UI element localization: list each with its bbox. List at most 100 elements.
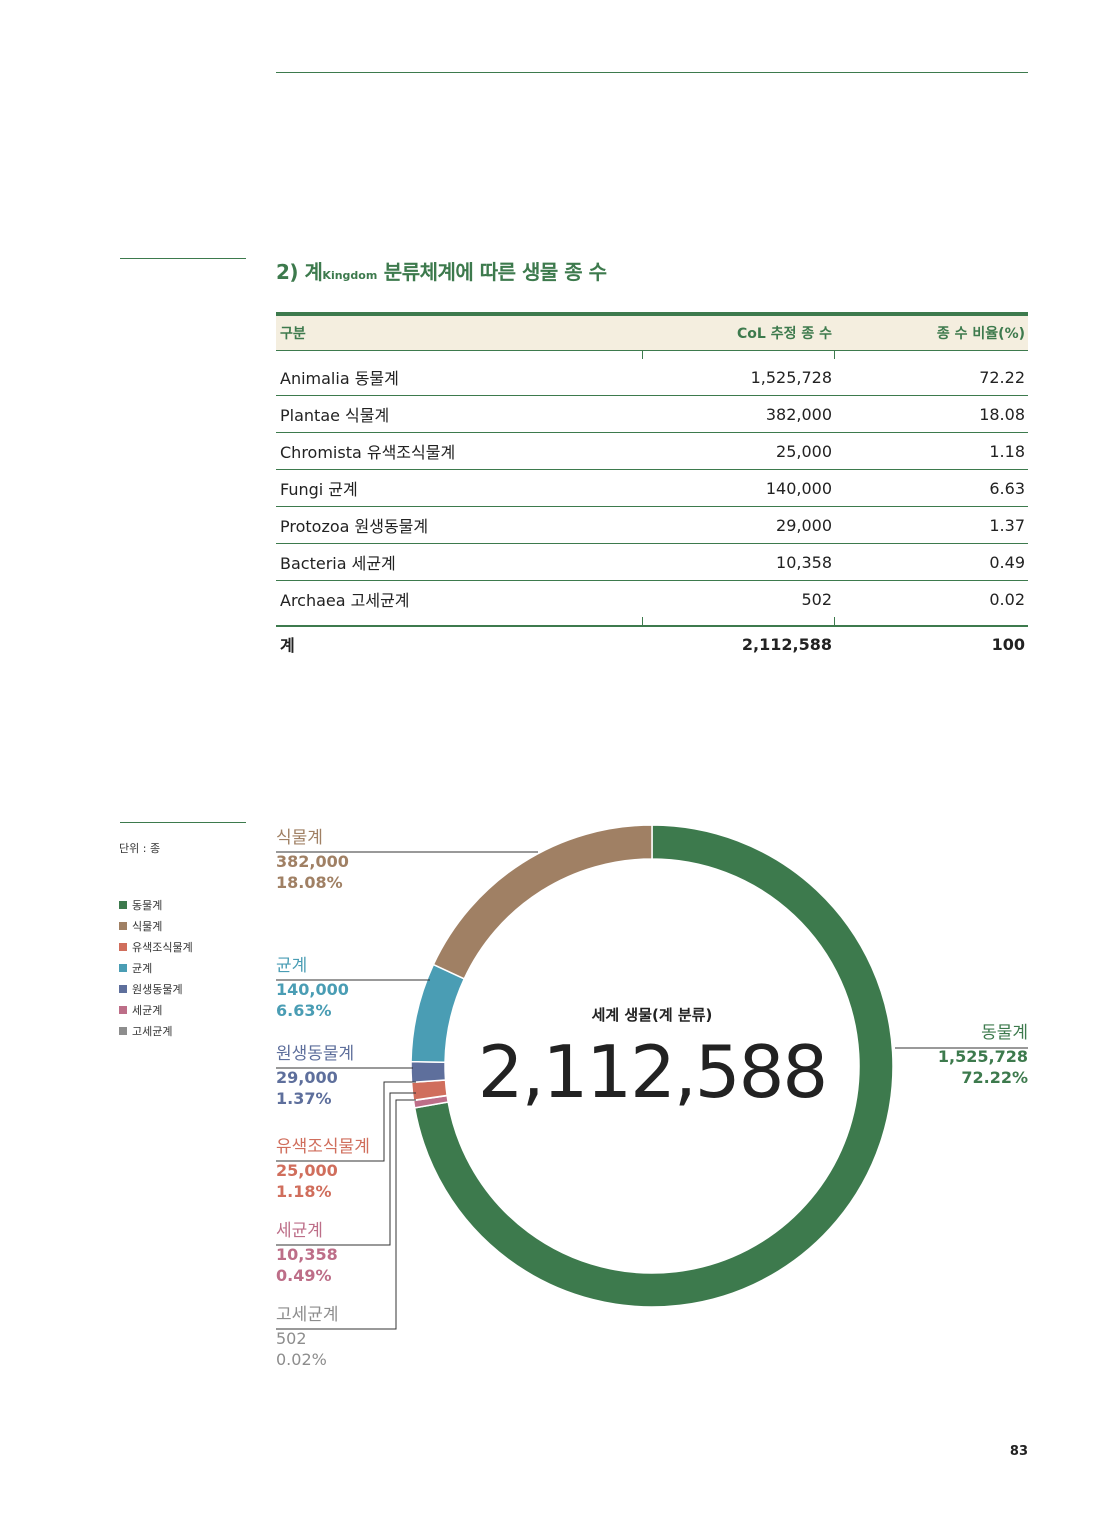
section-title-suffix: 분류체계에 따른 생물 종 수 xyxy=(377,260,607,284)
legend-label: 유색조식물계 xyxy=(132,940,193,954)
slice-label-name: 원생동물계 xyxy=(276,1044,355,1064)
header-ratio: 종 수 비율(%) xyxy=(936,326,1025,342)
table-row: Fungi 균계 140,000 6.63 xyxy=(276,470,1028,507)
legend-swatch xyxy=(119,1026,127,1035)
header-count: CoL 추정 종 수 xyxy=(737,326,832,342)
legend-label: 세균계 xyxy=(132,1003,163,1017)
donut-slice xyxy=(413,824,894,1308)
slice-label: 원생동물계 29,000 1.37% xyxy=(276,1041,354,1109)
row-ratio: 6.63 xyxy=(989,478,1025,498)
section-title-prefix: 2) 계 xyxy=(276,260,323,284)
legend-swatch xyxy=(119,963,127,972)
legend-label: 원생동물계 xyxy=(132,982,183,996)
slice-label: 고세균계 502 0.02% xyxy=(276,1302,339,1370)
slice-label-value: 25,000 xyxy=(276,1161,338,1180)
slice-label-percent: 72.22% xyxy=(961,1068,1028,1087)
leader-line xyxy=(276,1099,416,1330)
slice-label-name: 세균계 xyxy=(276,1221,323,1241)
column-tick xyxy=(834,617,835,625)
slice-label-name: 식물계 xyxy=(276,828,323,848)
row-count: 140,000 xyxy=(765,478,832,498)
slice-label-percent: 0.02% xyxy=(276,1350,327,1369)
legend-swatch xyxy=(119,942,127,951)
slice-label-percent: 0.49% xyxy=(276,1266,332,1285)
row-count: 1,525,728 xyxy=(750,367,832,387)
row-name: Chromista 유색조식물계 xyxy=(280,443,456,462)
page-number: 83 xyxy=(1009,1444,1028,1459)
slice-label-name: 유색조식물계 xyxy=(276,1137,370,1157)
legend-swatch xyxy=(119,921,127,930)
slice-label: 유색조식물계 25,000 1.18% xyxy=(276,1134,370,1202)
row-name: Archaea 고세균계 xyxy=(280,591,410,610)
slice-label-value: 1,525,728 xyxy=(937,1047,1028,1066)
section-title-sub: Kingdom xyxy=(322,269,378,282)
slice-label-percent: 1.18% xyxy=(276,1182,332,1201)
row-name: Bacteria 세균계 xyxy=(280,554,396,573)
row-count: 382,000 xyxy=(765,404,832,424)
column-tick xyxy=(642,617,643,625)
row-count: 10,358 xyxy=(776,552,832,572)
donut-slice xyxy=(410,1060,447,1084)
row-ratio: 0.49 xyxy=(989,552,1025,572)
slice-label-value: 502 xyxy=(276,1329,307,1348)
legend-item: 고세균계 xyxy=(119,1020,193,1041)
legend-item: 세균계 xyxy=(119,999,193,1020)
legend-swatch xyxy=(119,984,127,993)
slice-label: 세균계 10,358 0.49% xyxy=(276,1218,338,1286)
row-count: 29,000 xyxy=(776,515,832,535)
legend-item: 균계 xyxy=(119,957,193,978)
unit-label: 단위 : 종 xyxy=(119,842,161,855)
row-name: Animalia 동물계 xyxy=(280,369,399,388)
slice-label-value: 29,000 xyxy=(276,1068,338,1087)
slice-label-percent: 6.63% xyxy=(276,1001,332,1020)
row-ratio: 0.02 xyxy=(989,589,1025,609)
species-table: 구분 CoL 추정 종 수 종 수 비율(%) Animalia 동물계 1,52… xyxy=(276,312,1028,661)
total-label: 계 xyxy=(280,636,295,655)
total-ratio: 100 xyxy=(991,634,1025,654)
table-row: Plantae 식물계 382,000 18.08 xyxy=(276,396,1028,433)
slice-label: 균계 140,000 6.63% xyxy=(276,953,349,1021)
table-total-row: 계 2,112,588 100 xyxy=(276,625,1028,661)
slice-label-value: 140,000 xyxy=(276,980,349,999)
row-ratio: 72.22 xyxy=(979,367,1025,387)
legend-item: 유색조식물계 xyxy=(119,936,193,957)
slice-label-name: 동물계 xyxy=(981,1023,1028,1043)
row-name: Plantae 식물계 xyxy=(280,406,390,425)
chart-side-rule xyxy=(120,822,246,823)
slice-label-percent: 1.37% xyxy=(276,1089,332,1108)
legend-swatch xyxy=(119,900,127,909)
section-title: 2) 계Kingdom 분류체계에 따른 생물 종 수 xyxy=(276,256,607,285)
slice-label-percent: 18.08% xyxy=(276,873,343,892)
row-count: 502 xyxy=(801,589,832,609)
table-spacer xyxy=(276,617,1028,625)
row-name: Fungi 균계 xyxy=(280,480,358,499)
legend-label: 고세균계 xyxy=(132,1024,173,1038)
chart-center-caption: 세계 생물(계 분류) xyxy=(591,1006,713,1024)
legend-swatch xyxy=(119,1005,127,1014)
section-side-rule xyxy=(120,258,246,259)
table-top-bar xyxy=(276,312,1028,316)
row-name: Protozoa 원생동물계 xyxy=(280,517,429,536)
column-tick xyxy=(642,351,643,359)
slice-label: 동물계 1,525,728 72.22% xyxy=(938,1020,1028,1088)
legend-item: 동물계 xyxy=(119,894,193,915)
slice-label-name: 고세균계 xyxy=(276,1305,339,1325)
row-ratio: 1.37 xyxy=(989,515,1025,535)
header-category: 구분 xyxy=(280,326,306,342)
table-row: Chromista 유색조식물계 25,000 1.18 xyxy=(276,433,1028,470)
table-row: Protozoa 원생동물계 29,000 1.37 xyxy=(276,507,1028,544)
legend-label: 식물계 xyxy=(132,919,163,933)
top-rule xyxy=(276,72,1028,73)
column-tick xyxy=(834,351,835,359)
table-row: Archaea 고세균계 502 0.02 xyxy=(276,581,1028,617)
donut-slice xyxy=(432,824,653,980)
table-header: 구분 CoL 추정 종 수 종 수 비율(%) xyxy=(276,316,1028,351)
total-count: 2,112,588 xyxy=(741,634,832,654)
row-ratio: 18.08 xyxy=(979,404,1025,424)
leader-line xyxy=(276,1092,416,1246)
leader-line xyxy=(276,1081,416,1162)
row-ratio: 1.18 xyxy=(989,441,1025,461)
legend-label: 동물계 xyxy=(132,898,163,912)
